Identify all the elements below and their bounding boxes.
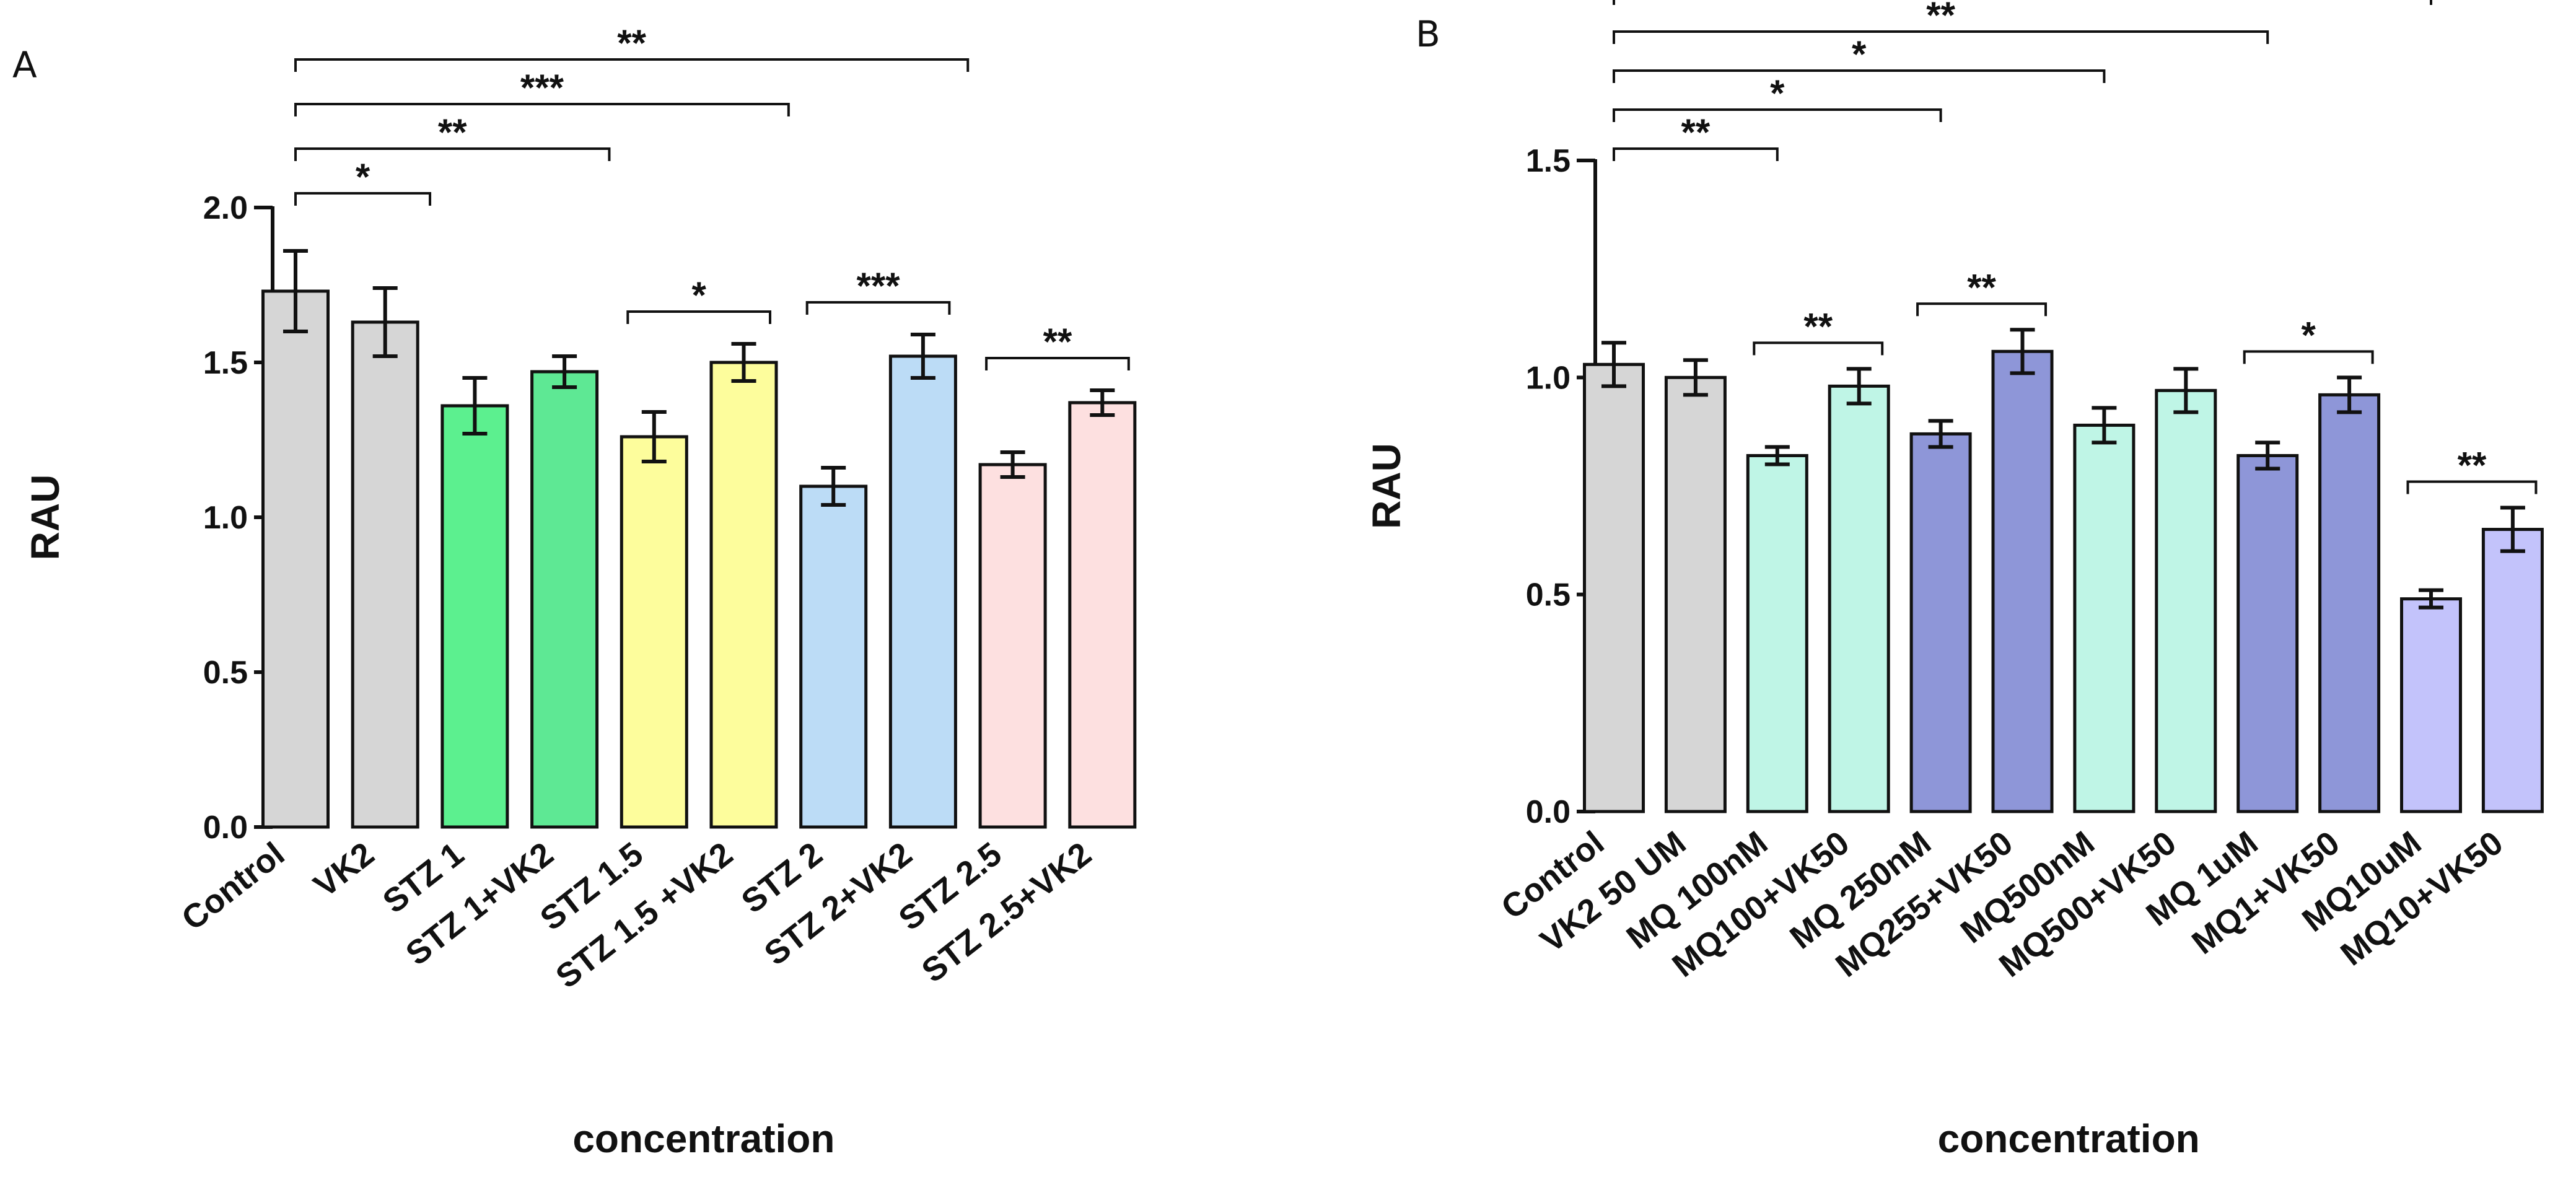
panel-b-significance-label: * — [1770, 72, 1785, 114]
panel-a-bar — [261, 289, 330, 829]
panel-b-y-axis-title: RAU — [1364, 443, 1409, 529]
panel-b-significance-bracket — [1753, 341, 1884, 356]
panel-a-significance-bracket — [805, 301, 951, 315]
panel-b-significance-label: ** — [1926, 0, 1955, 36]
panel-a-x-axis-title: concentration — [572, 1116, 835, 1161]
panel-b-significance-label: * — [2301, 314, 2316, 356]
panel-a-chart: 0.0 0.5 1.0 1.5 2.0 RAU concentration Control VK… — [23, 22, 1137, 1161]
panel-a-significance-label: ** — [1043, 321, 1072, 362]
panel-a-y-tick-label: 1.0 — [203, 500, 248, 536]
panel-b-bar — [1991, 349, 2054, 813]
panel-a-significance-bracket — [294, 103, 790, 116]
panel-b-bar — [1583, 362, 1645, 813]
panel-a-bar — [799, 484, 868, 829]
panel-a-bar — [978, 463, 1047, 829]
panel-b-significance-bracket — [1613, 69, 2106, 83]
panel-b-significance-bracket — [2243, 350, 2374, 364]
panel-b-significance-bracket — [1613, 147, 1779, 161]
panel-a-bar — [1068, 401, 1137, 829]
panel-a-significance-label: * — [691, 274, 706, 316]
panel-b-bar — [2073, 423, 2136, 813]
panel-a-significance-bracket — [985, 357, 1130, 370]
panel-a-bar — [620, 435, 688, 829]
panel-a-significance-bracket — [294, 147, 611, 161]
panel-b-significance-label: ** — [1803, 305, 1833, 347]
panel-b-bar — [1909, 432, 1972, 813]
panel-b-y-tick-label: 1.5 — [1526, 143, 1571, 179]
panel-b-bar — [2155, 388, 2217, 813]
panel-a-significance-label: ** — [617, 22, 646, 64]
panel-b-y-tick-label: 1.0 — [1526, 360, 1571, 396]
panel-a-significance-bracket — [294, 192, 432, 206]
panel-b-significance-bracket — [2406, 480, 2538, 494]
panel-a-significance-label: ** — [438, 112, 467, 153]
panel-a-bar — [888, 354, 957, 829]
panel-a-significance-bracket — [626, 310, 771, 324]
panel-a-bar — [351, 320, 419, 829]
panel-a-y-axis-title: RAU — [23, 475, 68, 561]
panel-b-bar — [1746, 453, 1808, 813]
panel-b-significance-bracket — [1613, 0, 2432, 5]
panel-a-letter: A — [12, 44, 37, 86]
panel-a-bar — [530, 370, 599, 829]
panel-b-bar — [1664, 375, 1727, 813]
panel-b-bar — [2236, 453, 2299, 813]
panel-a-category-label: Control — [175, 835, 291, 937]
panel-b-significance-bracket — [1916, 302, 2047, 317]
panel-a-y-tick-label: 0.5 — [203, 655, 248, 691]
panel-b-y-tick-label: 0.5 — [1526, 577, 1571, 613]
panel-b-significance-bracket — [1613, 108, 1942, 122]
panel-a-bar — [440, 404, 509, 829]
panel-b-significance-label: ** — [1681, 112, 1711, 153]
panel-b-x-axis-title: concentration — [1938, 1116, 2200, 1161]
panel-a-significance-label: *** — [857, 265, 901, 307]
panel-b-significance-label: ** — [2458, 445, 2487, 486]
panel-a-significance-label: *** — [520, 67, 564, 108]
panel-a-y-tick-label: 1.5 — [203, 345, 248, 381]
panel-b-bar — [2481, 528, 2544, 813]
panel-a: A 0.0 0.5 1.0 1.5 2.0 RAU concentration Control… — [12, 22, 1137, 1161]
panel-a-category-label: VK2 — [307, 835, 381, 904]
panel-b-significance-label: * — [1852, 33, 1867, 75]
panel-b-significance-bracket — [1613, 30, 2269, 44]
panel-a-significance-bracket — [294, 58, 970, 72]
panel-b-letter: B — [1416, 13, 1440, 55]
panel-a-y-tick-label: 0.0 — [203, 810, 248, 846]
panel-a-significance-label: * — [356, 156, 370, 198]
panel-b-y-tick-label: 0.0 — [1526, 794, 1571, 830]
panel-a-bar — [709, 361, 778, 829]
panel-b-bar — [2400, 597, 2462, 813]
panel-a-y-tick-label: 2.0 — [203, 190, 248, 226]
panel-b: B 0.00.51.01.5RAUconcentrationControlVK2… — [1364, 0, 2544, 1161]
panel-b-bar — [1828, 384, 1890, 813]
panel-b-bar — [2318, 393, 2381, 813]
panel-b-significance-label: ** — [1967, 266, 1996, 308]
